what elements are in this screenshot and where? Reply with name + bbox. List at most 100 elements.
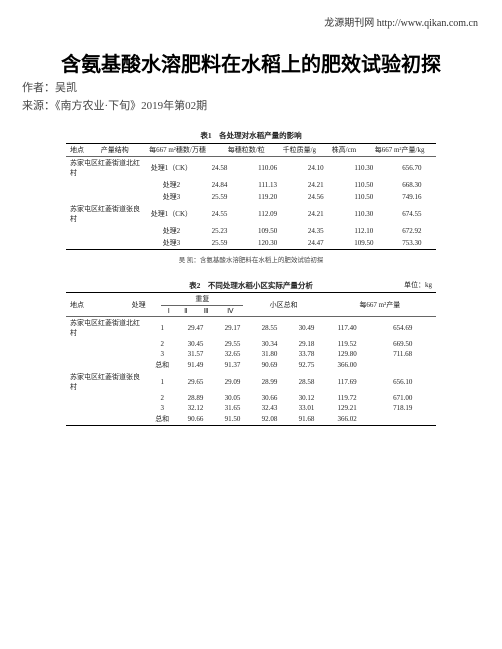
table-cell xyxy=(66,403,147,413)
table-cell: 30.05 xyxy=(214,393,251,403)
table-row: 处理224.84111.1324.21110.50668.30 xyxy=(66,179,436,191)
table-cell: 处理1（CK） xyxy=(147,157,195,179)
table-cell: 671.00 xyxy=(369,393,436,403)
table-cell: 总和 xyxy=(147,359,177,371)
t1-h2: 每667 m²穗数/万穗 xyxy=(136,144,218,156)
table-cell: 109.50 xyxy=(340,237,388,249)
t2-h-treat: 处理 xyxy=(116,293,161,316)
table-row: 苏家屯区红菱街道北红村129.4729.1728.5530.49117.4065… xyxy=(66,317,436,339)
article-title: 含氨基酸水溶肥料在水稻上的肥效试验初探 xyxy=(0,48,502,77)
table-cell: 28.89 xyxy=(177,393,214,403)
table-cell: 2 xyxy=(147,393,177,403)
source-issue: 02 xyxy=(185,100,196,112)
t2-h-group: 重复 xyxy=(161,293,243,306)
table1: 地点 产量结构 每667 m²穗数/万穗 每穗粒数/粒 千粒质量/g 株高/cm… xyxy=(66,144,436,156)
table-row: 332.1231.6532.4333.01129.21718.19 xyxy=(66,403,436,413)
table-cell xyxy=(66,359,147,371)
t1-h6: 每667 m²产量/kg xyxy=(363,144,436,156)
table-cell xyxy=(369,359,436,371)
table-cell: 处理2 xyxy=(147,225,195,237)
table-cell: 25.59 xyxy=(195,191,243,203)
table-cell: 111.13 xyxy=(244,179,292,191)
table-cell: 29.17 xyxy=(214,317,251,339)
table-cell xyxy=(66,179,147,191)
table-cell: 109.50 xyxy=(244,225,292,237)
t1-h3: 每穗粒数/粒 xyxy=(219,144,274,156)
table2-block: 表2 不同处理水稻小区实际产量分析 单位：kg 地点 处理 重复 小区总和 每6… xyxy=(66,280,436,426)
table2-head: 地点 处理 重复 小区总和 每667 m²产量 Ⅰ Ⅱ Ⅲ Ⅳ xyxy=(66,293,436,316)
table-cell: 处理2 xyxy=(147,179,195,191)
site-label: 龙源期刊网 xyxy=(324,18,374,29)
t2-h-yield: 每667 m²产量 xyxy=(324,293,436,316)
table-cell: 24.47 xyxy=(292,237,340,249)
table2-body: 苏家屯区红菱街道北红村129.4729.1728.5530.49117.4065… xyxy=(66,317,436,425)
article-meta: 作者：吴凯 来源：《南方农业·下旬》2019年第02期 xyxy=(22,80,207,115)
table2-unit: 单位：kg xyxy=(404,280,432,290)
table-row: 处理325.59119.2024.56110.50749.16 xyxy=(66,191,436,203)
table-cell: 92.75 xyxy=(288,359,325,371)
source-name: 《南方农业·下旬》 xyxy=(55,100,141,112)
table-cell xyxy=(369,413,436,425)
table-cell: 处理1（CK） xyxy=(147,203,195,225)
table-cell: 24.56 xyxy=(292,191,340,203)
table-cell: 1 xyxy=(147,317,177,339)
table-row: 处理325.59120.3024.47109.50753.30 xyxy=(66,237,436,249)
t2-h-r1: Ⅰ xyxy=(161,306,176,317)
source-label: 来源： xyxy=(22,100,55,112)
table-cell: 30.49 xyxy=(288,317,325,339)
table2: 地点 处理 重复 小区总和 每667 m²产量 Ⅰ Ⅱ Ⅲ Ⅳ xyxy=(66,293,436,316)
table-cell xyxy=(66,225,147,237)
table-cell: 669.50 xyxy=(369,339,436,349)
header-source: 龙源期刊网 http://www.qikan.com.cn xyxy=(324,14,478,29)
table2-header-row1: 地点 处理 重复 小区总和 每667 m²产量 xyxy=(66,293,436,306)
t2-h-r4: Ⅳ xyxy=(217,306,243,317)
source-year: 2019 xyxy=(141,100,163,112)
table-cell: 366.00 xyxy=(325,359,369,371)
table-cell: 3 xyxy=(147,349,177,359)
table-cell: 28.55 xyxy=(251,317,288,339)
source-issue-suffix: 期 xyxy=(196,100,207,112)
table-cell: 24.10 xyxy=(292,157,340,179)
table-row: 苏家屯区红菱街道北红村处理1（CK）24.58110.0624.10110.30… xyxy=(66,157,436,179)
table-cell: 668.30 xyxy=(388,179,436,191)
table-cell xyxy=(66,339,147,349)
table-cell: 711.68 xyxy=(369,349,436,359)
t2-h-site: 地点 xyxy=(66,293,116,316)
source-line: 来源：《南方农业·下旬》2019年第02期 xyxy=(22,98,207,116)
table-cell: 总和 xyxy=(147,413,177,425)
table-cell xyxy=(66,237,147,249)
site-url: http://www.qikan.com.cn xyxy=(377,18,478,29)
t1-h4: 千粒质量/g xyxy=(274,144,325,156)
table-cell: 处理3 xyxy=(147,237,195,249)
table-cell: 30.12 xyxy=(288,393,325,403)
table-cell: 29.09 xyxy=(214,371,251,393)
table1-footnote: 吴 凯：含氨基酸水溶肥料在水稻上的肥效试验初探 xyxy=(66,254,436,264)
t2-h-r3: Ⅲ xyxy=(195,306,217,317)
table-cell: 24.84 xyxy=(195,179,243,191)
table-cell: 91.68 xyxy=(288,413,325,425)
table-row: 处理225.23109.5024.35112.10672.92 xyxy=(66,225,436,237)
table-cell: 30.34 xyxy=(251,339,288,349)
table-cell: 366.02 xyxy=(325,413,369,425)
table-cell: 654.69 xyxy=(369,317,436,339)
table-cell: 672.92 xyxy=(388,225,436,237)
table-cell: 91.37 xyxy=(214,359,251,371)
table-row: 苏家屯区红菱街道张良村129.6529.0928.9928.58117.6965… xyxy=(66,371,436,393)
table2-caption: 表2 不同处理水稻小区实际产量分析 xyxy=(66,280,436,293)
table-cell: 苏家屯区红菱街道张良村 xyxy=(66,203,147,225)
table-cell: 29.55 xyxy=(214,339,251,349)
table-cell: 119.52 xyxy=(325,339,369,349)
table-cell: 29.65 xyxy=(177,371,214,393)
table-cell: 33.78 xyxy=(288,349,325,359)
table-cell: 91.49 xyxy=(177,359,214,371)
table-cell: 24.55 xyxy=(195,203,243,225)
table-row: 331.5732.6531.8033.78129.80711.68 xyxy=(66,349,436,359)
table-cell: 119.72 xyxy=(325,393,369,403)
table-cell: 91.50 xyxy=(214,413,251,425)
table-cell: 117.40 xyxy=(325,317,369,339)
author-name: 吴凯 xyxy=(55,82,77,94)
table-cell: 120.30 xyxy=(244,237,292,249)
table-cell: 苏家屯区红菱街道张良村 xyxy=(66,371,147,393)
table-cell: 129.80 xyxy=(325,349,369,359)
table-cell: 28.99 xyxy=(251,371,288,393)
